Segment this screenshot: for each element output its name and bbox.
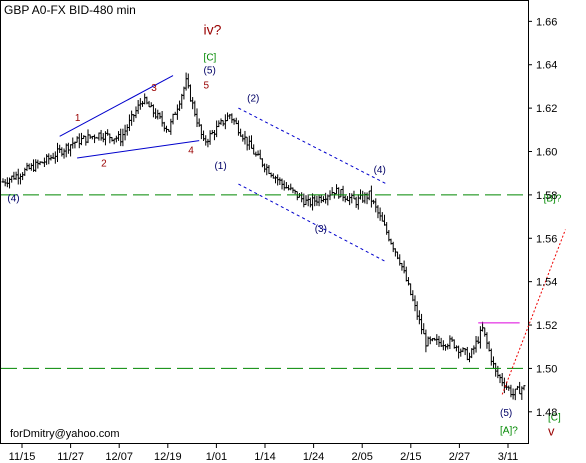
trend-line [238,107,387,185]
wave-label: (3) [315,224,327,235]
wave-label: 1 [75,113,81,124]
trend-lines [59,75,566,395]
y-tick-label: 1.56 [536,233,557,245]
y-tick-label: 1.54 [536,277,557,289]
price-bar [522,385,526,391]
y-tick-label: 1.58 [536,190,557,202]
x-tick-label: 1/24 [303,451,324,463]
x-tick-label: 3/11 [498,451,519,463]
y-tick-label: 1.66 [536,16,557,28]
wave-label: (5) [500,408,512,419]
y-tick-label: 1.50 [536,363,557,375]
wave-label: (4) [374,165,386,176]
x-tick-label: 12/19 [154,451,182,463]
wave-label: (2) [247,94,259,105]
y-tick-label: 1.62 [536,103,557,115]
wave-label: [A]? [500,425,518,436]
wave-label: [B]? [544,193,562,204]
wave-label: 5 [204,81,210,92]
wave-label: (1) [214,161,226,172]
watermark-text: forDmitry@yahoo.com [10,428,120,440]
x-tick-label: 11/27 [57,451,84,463]
x-tick-label: 2/27 [449,451,470,463]
y-tick-label: 1.64 [536,60,557,72]
wave-label: 2 [101,159,107,170]
x-tick-label: 2/15 [400,451,421,463]
x-tick-label: 11/15 [9,451,36,463]
horizontal-lines [1,194,528,369]
x-axis: 11/15 11/27 12/07 12/19 1/01 1/14 1/24 2/05 2/15… [9,444,519,463]
trend-line [77,140,200,159]
y-axis: 1.48 1.50 1.52 1.54 1.56 1.58 1.60 1.62 1.64 1.66 [528,16,557,419]
y-tick-label: 1.60 [536,147,557,159]
trend-line [238,183,387,263]
wave-label: 3 [151,83,157,94]
wave-label: [C] [548,412,561,423]
x-tick-label: 2/05 [351,451,372,463]
wave-label: (4) [7,193,19,204]
wave-label: v [548,424,555,439]
y-tick-label: 1.52 [536,320,557,332]
y-tick-label: 1.48 [536,407,557,419]
wave-labels: iv? [C] (5) 5 3 1 2 4 (1) (2) (3) (4) (4) [B]? (5) [A]?… [7,21,561,438]
wave-label: [C] [204,52,217,63]
wave-label: (5) [204,65,216,76]
x-tick-label: 1/14 [254,451,275,463]
trend-line [501,229,566,395]
trend-line [59,75,174,137]
price-bars [1,72,526,401]
x-tick-label: 1/01 [206,451,227,463]
x-tick-label: 12/07 [105,451,133,463]
plot-area [0,0,529,444]
chart-title: GBP A0-FX BID-480 min [4,3,136,17]
wave-label: iv? [204,21,222,37]
wave-label: 4 [188,146,194,157]
